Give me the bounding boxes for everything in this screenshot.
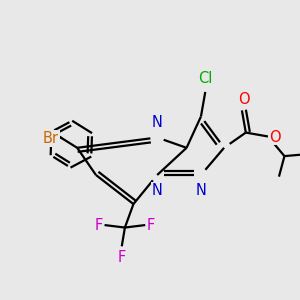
Text: O: O [269,130,281,145]
Text: F: F [147,218,155,232]
Text: N: N [196,183,206,198]
Text: F: F [95,218,103,232]
Text: O: O [238,92,249,107]
Text: Br: Br [43,131,59,146]
Text: N: N [152,183,163,198]
Text: Cl: Cl [198,71,212,86]
Text: F: F [118,250,126,265]
Text: N: N [152,115,163,130]
